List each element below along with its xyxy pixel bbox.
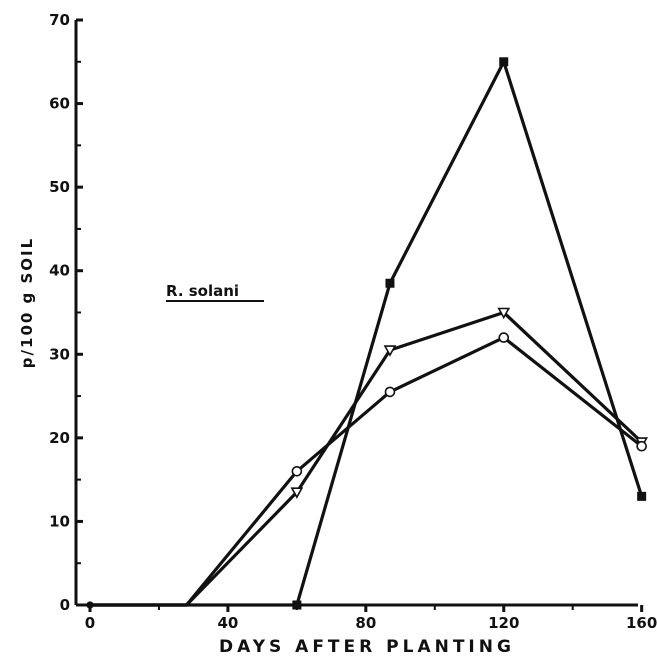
y-tick-label: 30 xyxy=(49,345,70,363)
y-tick-label: 60 xyxy=(49,95,70,113)
data-point xyxy=(498,332,510,343)
data-point xyxy=(291,465,303,477)
data-point xyxy=(636,440,647,452)
series-line-3 xyxy=(90,335,643,607)
x-tick-label: 160 xyxy=(626,614,657,632)
data-point xyxy=(290,487,304,499)
series-line-2 xyxy=(90,310,643,607)
x-tick-label: 120 xyxy=(488,614,519,632)
series-line-1 xyxy=(90,60,644,607)
x-tick-label: 80 xyxy=(355,614,376,632)
data-point xyxy=(384,386,396,398)
data-point xyxy=(497,307,511,320)
y-axis-title: p/100 g SOIL xyxy=(18,237,36,368)
series-annotation: R. solani xyxy=(166,282,239,300)
y-tick-label: 70 xyxy=(49,11,70,29)
x-tick-label: 0 xyxy=(85,614,95,632)
labels-layer: DAYS AFTER PLANTING p/100 g SOIL R. solani xyxy=(18,237,515,657)
data-point xyxy=(86,601,94,609)
data-point xyxy=(499,57,509,67)
series-layer xyxy=(86,57,649,610)
y-tick-label: 0 xyxy=(60,596,70,614)
axes: 0 10 20 30 40 50 60 70 0 40 80 120 160 xyxy=(49,11,657,632)
data-point xyxy=(637,491,647,501)
y-tick-label: 10 xyxy=(49,512,70,530)
x-tick-label: 40 xyxy=(217,614,238,632)
data-point xyxy=(383,345,397,357)
data-point xyxy=(385,278,395,288)
data-point xyxy=(292,600,302,610)
x-axis-title: DAYS AFTER PLANTING xyxy=(219,637,515,657)
y-tick-label: 40 xyxy=(49,262,70,280)
y-tick-label: 20 xyxy=(49,429,70,447)
y-tick-label: 50 xyxy=(49,178,70,196)
